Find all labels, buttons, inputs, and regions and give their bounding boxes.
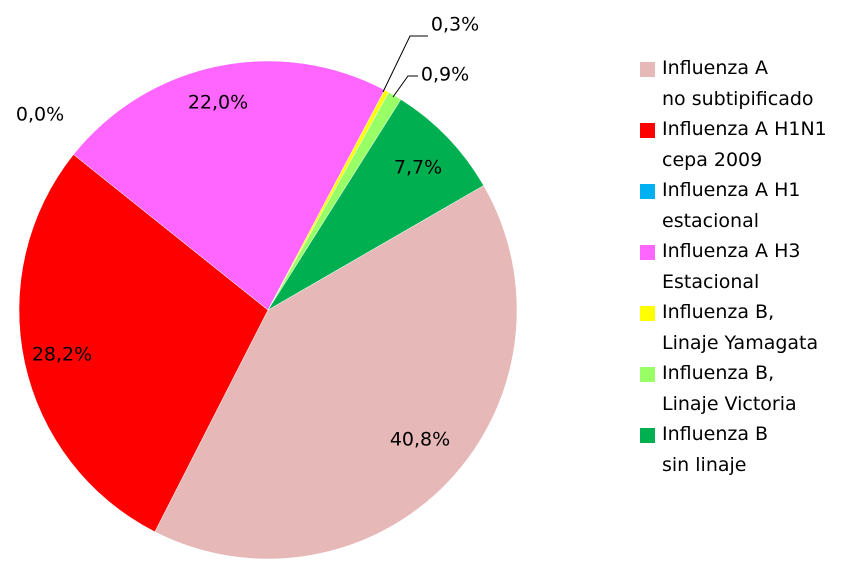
- pie-slice: [267, 99, 484, 311]
- leader-line: [392, 75, 418, 98]
- data-label: 0,0%: [16, 104, 64, 126]
- legend-label: Influenza A H1N1 cepa 2009: [662, 118, 827, 171]
- legend-label: Influenza A no subtipificado: [662, 57, 814, 110]
- legend-label: Influenza A H3 Estacional: [662, 240, 801, 293]
- pie-slice: [73, 60, 385, 311]
- legend-swatch: [640, 245, 655, 260]
- legend-swatch: [640, 184, 655, 199]
- legend-swatch: [640, 306, 655, 321]
- legend-label: Influenza B sin linaje: [662, 423, 769, 476]
- legend-entry: Influenza A no subtipificado: [640, 53, 814, 115]
- legend-entry: Influenza A H3 Estacional: [640, 236, 800, 298]
- data-label: 22,0%: [188, 92, 248, 114]
- data-label: 28,2%: [32, 344, 92, 366]
- legend-entry: Influenza B, Linaje Victoria: [640, 358, 797, 420]
- legend-label: Influenza B, Linaje Victoria: [662, 362, 797, 415]
- legend-swatch: [640, 428, 655, 443]
- legend-entry: Influenza A H1 estacional: [640, 175, 800, 237]
- legend-label: Influenza A H1 estacional: [662, 179, 801, 232]
- legend-swatch: [640, 123, 655, 138]
- data-label: 7,7%: [394, 157, 442, 179]
- leader-line: [382, 35, 428, 93]
- data-label: 40,8%: [390, 429, 450, 451]
- legend-label: Influenza B, Linaje Yamagata: [662, 301, 819, 354]
- pie-slice: [154, 185, 518, 560]
- data-label: 0,3%: [431, 14, 479, 36]
- legend-swatch: [640, 62, 655, 77]
- legend-entry: Influenza B sin linaje: [640, 419, 768, 481]
- legend-entry: Influenza A H1N1 cepa 2009: [640, 114, 827, 176]
- data-label: 0,9%: [421, 64, 469, 86]
- pie-slice: [18, 154, 269, 533]
- legend-swatch: [640, 367, 655, 382]
- legend-entry: Influenza B, Linaje Yamagata: [640, 297, 818, 359]
